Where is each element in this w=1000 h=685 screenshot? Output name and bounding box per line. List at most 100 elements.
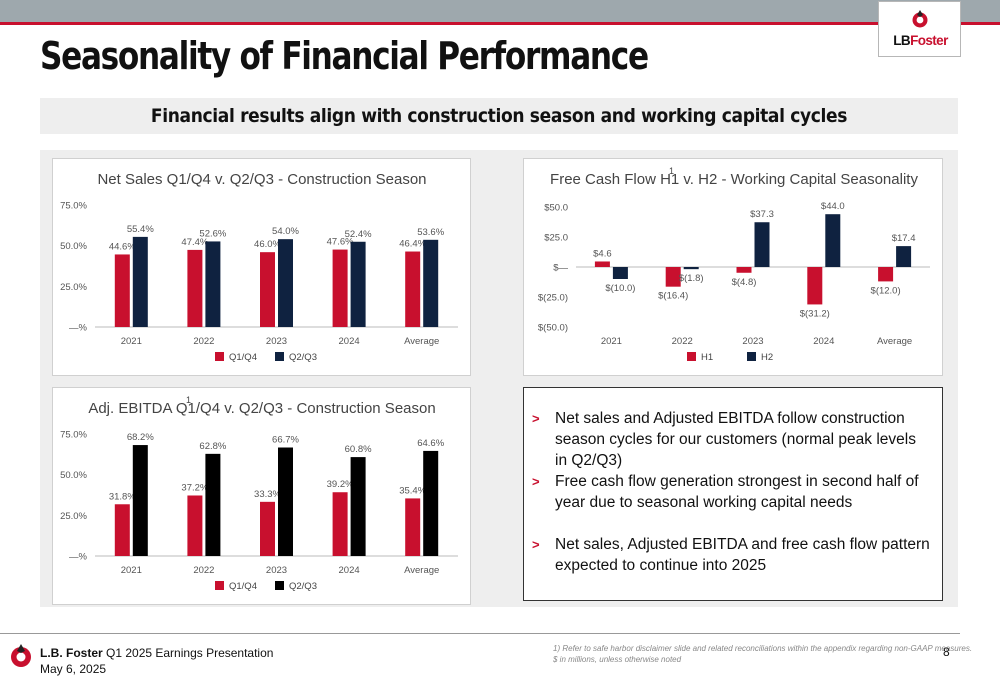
legend-swatch-q2-q3 (275, 352, 284, 361)
x-tick-label: 2024 (813, 336, 834, 347)
data-label: 39.2% (327, 479, 354, 490)
footer-presentation: Q1 2025 Earnings Presentation (102, 646, 274, 660)
x-tick-label: 2021 (121, 336, 142, 347)
data-label: 60.8% (345, 444, 372, 455)
legend-swatch-h1 (687, 352, 696, 361)
legend-label: H1 (701, 352, 713, 363)
data-label: 37.2% (181, 482, 208, 493)
free-cash-flow-chart-panel: Free Cash Flow H1 v. H2 - Working Capita… (523, 158, 943, 376)
net-sales-chart-panel: Net Sales Q1/Q4 v. Q2/Q3 - Construction … (52, 158, 471, 376)
data-label: 52.6% (199, 228, 226, 239)
x-tick-label: 2022 (193, 565, 214, 576)
bar-q1-q4-2023 (260, 252, 275, 327)
legend-label: Q1/Q4 (229, 581, 257, 592)
logo-text-lb: LB (893, 33, 911, 48)
free-cash-flow-chart: Free Cash Flow H1 v. H2 - Working Capita… (538, 166, 930, 363)
y-tick-label: —% (69, 552, 88, 563)
bar-q1-q4-2024 (332, 249, 348, 327)
bar-q2-q3-average (423, 239, 439, 327)
bar-q2-q3-2022 (205, 453, 221, 556)
chart-title: Adj. EBITDA Q1/Q4 v. Q2/Q3 - Constructio… (88, 400, 435, 417)
y-tick-label: 75.0% (60, 430, 87, 441)
bar-h1-2023 (736, 267, 752, 273)
bullet-item: > Net sales and Adjusted EBITDA follow c… (532, 408, 932, 471)
bar-h1-2022 (665, 267, 681, 287)
bullet-text: Net sales and Adjusted EBITDA follow con… (555, 410, 916, 469)
data-label: $44.0 (821, 201, 845, 212)
bar-q1-q4-2022 (187, 249, 203, 327)
x-tick-label: 2022 (193, 336, 214, 347)
x-tick-label: 2021 (601, 336, 622, 347)
legend-swatch-q1-q4 (215, 352, 224, 361)
data-label: 47.4% (181, 237, 208, 248)
x-tick-label: Average (404, 336, 439, 347)
bar-q2-q3-2023 (278, 447, 293, 556)
bar-q2-q3-2023 (278, 239, 293, 327)
x-tick-label: 2021 (121, 565, 142, 576)
bullet-text: Net sales, Adjusted EBITDA and free cash… (555, 536, 930, 574)
logo-emblem-icon (912, 10, 928, 28)
adj-ebitda-chart-panel: Adj. EBITDA Q1/Q4 v. Q2/Q3 - Constructio… (52, 387, 471, 605)
y-tick-label: —% (69, 323, 88, 334)
bar-q2-q3-2022 (205, 241, 221, 327)
page-number: 8 (943, 645, 950, 659)
bullet-marker: > (532, 474, 540, 489)
footer-date: May 6, 2025 (40, 662, 107, 676)
data-label: 55.4% (127, 224, 154, 235)
bar-q1-q4-2023 (260, 501, 275, 556)
bar-h1-2024 (807, 267, 823, 305)
data-label: 53.6% (417, 227, 444, 238)
bar-q2-q3-2024 (350, 241, 366, 327)
page-subtitle: Financial results align with constructio… (150, 105, 848, 127)
y-tick-label: 25.0% (60, 511, 87, 522)
footer-divider (0, 633, 960, 634)
page-title: Seasonality of Financial Performance (40, 34, 649, 78)
bar-q1-q4-2021 (114, 504, 130, 556)
chart-title-superscript: 1 (186, 395, 191, 405)
footer-company: L.B. Foster (40, 646, 103, 660)
y-tick-label: $— (553, 263, 568, 274)
company-logo: LBFoster (878, 1, 961, 57)
data-label: 66.7% (272, 435, 299, 446)
data-label: $(16.4) (658, 291, 688, 302)
data-label: 44.6% (109, 241, 136, 252)
legend-swatch-q2-q3 (275, 581, 284, 590)
bar-q2-q3-2021 (132, 236, 148, 327)
logo-text-foster: Foster (910, 33, 948, 48)
bar-h1-average (878, 267, 894, 282)
data-label: 46.0% (254, 239, 281, 250)
legend-label: Q2/Q3 (289, 581, 317, 592)
y-tick-label: 50.0% (60, 241, 87, 252)
bar-h2-2023 (754, 222, 770, 267)
footer-presentation-name: L.B. Foster Q1 2025 Earnings Presentatio… (40, 646, 273, 660)
footnote-disclaimer: 1) Refer to safe harbor disclaimer slide… (553, 644, 973, 653)
chart-title: Free Cash Flow H1 v. H2 - Working Capita… (550, 171, 918, 188)
x-tick-label: 2023 (266, 336, 287, 347)
data-label: $(4.8) (732, 277, 757, 288)
x-tick-label: 2023 (266, 565, 287, 576)
x-tick-label: 2023 (742, 336, 763, 347)
data-label: 52.4% (345, 229, 372, 240)
data-label: 33.3% (254, 489, 281, 500)
data-label: 64.6% (417, 438, 444, 449)
data-label: 68.2% (127, 432, 154, 443)
y-tick-label: 50.0% (60, 470, 87, 481)
data-label: $(31.2) (800, 308, 830, 319)
bar-q2-q3-2021 (132, 445, 148, 556)
bar-h2-2021 (612, 267, 628, 279)
key-takeaways-box: > Net sales and Adjusted EBITDA follow c… (523, 387, 943, 601)
data-label: 31.8% (109, 491, 136, 502)
legend-swatch-q1-q4 (215, 581, 224, 590)
legend-label: Q2/Q3 (289, 352, 317, 363)
x-tick-label: Average (404, 565, 439, 576)
legend-swatch-h2 (747, 352, 756, 361)
footer-logo-icon (11, 644, 31, 667)
bar-h2-average (896, 246, 912, 267)
bullet-marker: > (532, 537, 540, 552)
chart-title: Net Sales Q1/Q4 v. Q2/Q3 - Construction … (97, 171, 426, 188)
y-tick-label: $25.0 (544, 233, 568, 244)
bar-q1-q4-2022 (187, 495, 203, 556)
bar-h2-2022 (683, 267, 699, 270)
x-tick-label: 2024 (339, 336, 360, 347)
data-label: 62.8% (199, 441, 226, 452)
